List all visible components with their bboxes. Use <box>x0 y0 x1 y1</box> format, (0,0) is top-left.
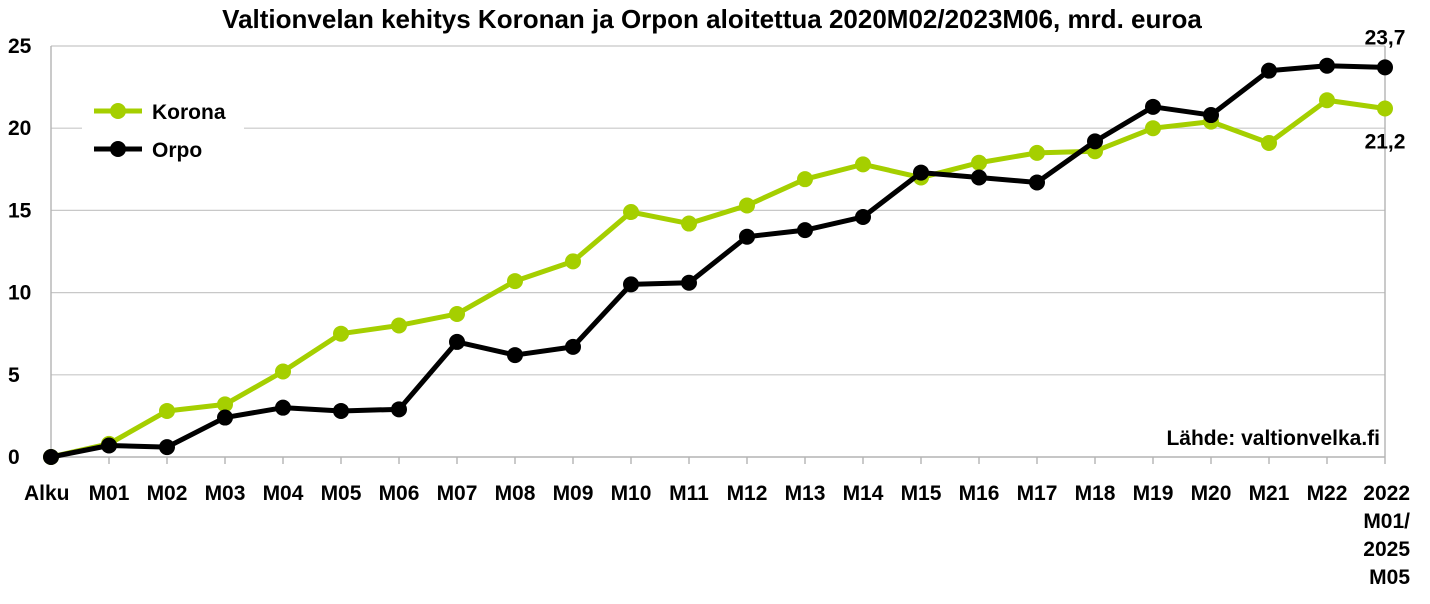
y-tick-label: 15 <box>8 199 32 222</box>
x-tick-label: M15 <box>901 482 942 505</box>
y-tick-label: 0 <box>8 446 20 469</box>
value-annotations: 23,7 21,2 <box>1365 26 1406 153</box>
x-tick-label: M12 <box>727 482 768 505</box>
data-point-orpo <box>275 399 291 416</box>
data-point-korona <box>797 171 813 188</box>
axes <box>50 46 1386 464</box>
data-point-orpo <box>1029 174 1045 191</box>
series-lines <box>43 57 1393 465</box>
data-point-korona <box>159 402 175 419</box>
x-tick-label: M17 <box>1017 482 1058 505</box>
x-tick-label: M08 <box>495 482 536 505</box>
data-point-orpo <box>971 169 987 186</box>
y-tick-label: 25 <box>8 35 32 58</box>
tick-labels: 0 5 10 15 20 25 Alku M01 M02 M03 M04 M05 M06 M07 M08 M0… <box>8 35 1410 589</box>
data-point-orpo <box>1203 107 1219 124</box>
data-point-korona <box>1377 100 1393 117</box>
data-point-orpo <box>43 449 59 465</box>
x-tick-label: M14 <box>843 482 884 505</box>
data-point-korona <box>1145 120 1161 137</box>
data-point-orpo <box>1145 98 1161 115</box>
data-point-orpo <box>159 439 175 456</box>
data-point-orpo <box>1319 57 1335 74</box>
data-point-korona <box>855 156 871 173</box>
x-tick-label: M18 <box>1075 482 1116 505</box>
x-tick-label: M02 <box>147 482 188 505</box>
data-point-orpo <box>681 274 697 291</box>
source-note: Lähde: valtionvelka.fi <box>1166 427 1380 450</box>
data-point-orpo <box>565 338 581 355</box>
legend-orpo-swatch-marker <box>110 141 126 157</box>
series-line-orpo <box>48 63 1388 460</box>
y-tick-label: 20 <box>8 117 31 140</box>
data-point-orpo <box>739 228 755 245</box>
data-point-orpo <box>855 208 871 225</box>
legend-korona-label: Korona <box>152 101 226 124</box>
x-tick-label: M04 <box>263 482 304 505</box>
data-point-korona <box>449 305 465 322</box>
x-tick-label: M09 <box>553 482 594 505</box>
x-tick-label: M13 <box>785 482 826 505</box>
data-point-orpo <box>797 222 813 239</box>
series-line-korona <box>48 97 1388 460</box>
y-tick-label: 10 <box>8 282 31 305</box>
data-point-korona <box>391 317 407 334</box>
legend-korona-swatch-marker <box>110 103 126 119</box>
data-point-orpo <box>1261 62 1277 79</box>
y-tick-label: 5 <box>8 364 20 387</box>
data-point-orpo <box>333 402 349 419</box>
data-label-korona: 21,2 <box>1365 130 1406 153</box>
x-tick-label: M16 <box>959 482 1000 505</box>
data-point-orpo <box>391 401 407 418</box>
legend-orpo-label: Orpo <box>152 139 202 162</box>
data-point-orpo <box>1087 133 1103 150</box>
data-point-orpo <box>449 333 465 350</box>
x-tick-label: M21 <box>1249 482 1290 505</box>
x-tick-label: Alku <box>24 482 70 505</box>
data-point-korona <box>1029 144 1045 161</box>
x-tick-label: M10 <box>611 482 652 505</box>
x-tick-label: M06 <box>379 482 420 505</box>
x-tick-label: M19 <box>1133 482 1174 505</box>
data-point-orpo <box>217 409 233 426</box>
x-tick-label: M11 <box>669 482 709 505</box>
data-point-korona <box>1261 134 1277 151</box>
data-point-orpo <box>101 437 117 454</box>
data-point-orpo <box>1377 59 1393 76</box>
data-point-korona <box>971 154 987 171</box>
x-tick-label: M05 <box>321 482 362 505</box>
x-tick-label: 2022 M01/2025 M05 <box>1363 482 1410 589</box>
data-point-korona <box>623 204 639 221</box>
x-tick-label: M03 <box>205 482 246 505</box>
x-tick-label: M01 <box>89 482 130 505</box>
data-point-korona <box>739 197 755 214</box>
gridlines <box>51 45 1385 376</box>
data-point-korona <box>217 396 233 413</box>
data-point-korona <box>681 215 697 232</box>
data-point-korona <box>275 363 291 380</box>
data-point-korona <box>1319 92 1335 109</box>
data-point-korona <box>333 325 349 342</box>
x-tick-label: M07 <box>437 482 478 505</box>
data-point-korona <box>565 253 581 270</box>
chart-title: Valtionvelan kehitys Koronan ja Orpon al… <box>222 4 1202 34</box>
data-label-orpo: 23,7 <box>1365 26 1406 49</box>
data-point-orpo <box>623 276 639 293</box>
x-tick-label: M20 <box>1191 482 1232 505</box>
data-point-orpo <box>913 164 929 181</box>
x-tick-label: M22 <box>1307 482 1348 505</box>
legend-background <box>82 90 244 172</box>
data-point-orpo <box>507 347 523 364</box>
data-point-korona <box>507 273 523 290</box>
legend: Korona Orpo <box>82 90 244 172</box>
